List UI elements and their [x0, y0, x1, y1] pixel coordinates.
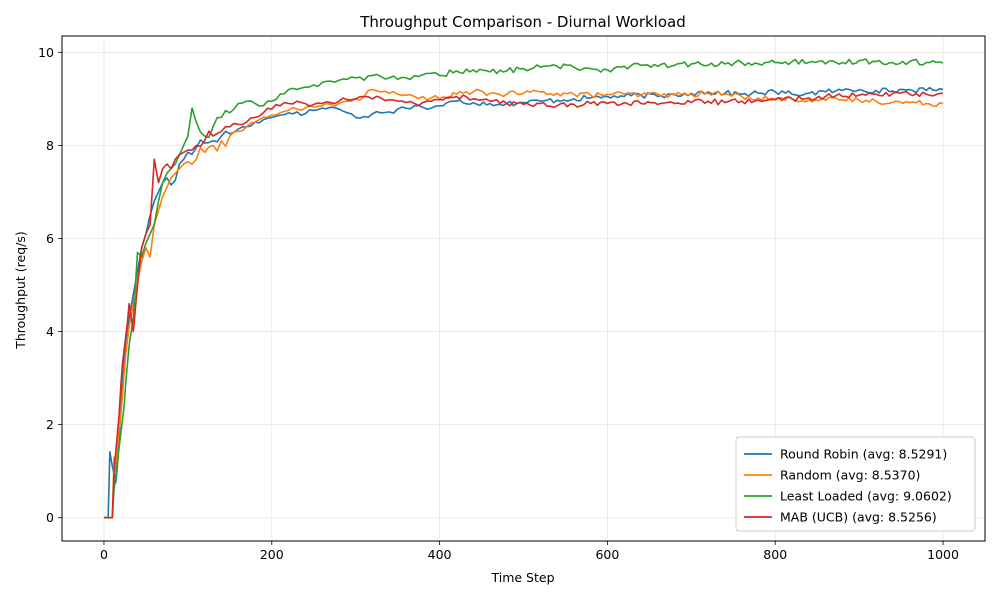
chart-title: Throughput Comparison - Diurnal Workload: [359, 13, 685, 31]
x-tick-label: 1000: [927, 547, 959, 562]
x-tick-label: 800: [763, 547, 787, 562]
y-tick-label: 4: [46, 324, 54, 339]
series-line: [103, 86, 944, 519]
legend-label: Least Loaded (avg: 9.0602): [780, 489, 952, 504]
y-tick-label: 8: [46, 138, 54, 153]
legend-label: Round Robin (avg: 8.5291): [780, 447, 947, 462]
x-tick-label: 600: [595, 547, 619, 562]
y-tick-label: 2: [46, 417, 54, 432]
plot-frame: [61, 35, 986, 542]
y-tick-label: 0: [46, 510, 54, 525]
x-tick-label: 200: [260, 547, 284, 562]
legend-label: Random (avg: 8.5370): [780, 468, 920, 483]
series-lines: [103, 58, 944, 519]
series-line: [103, 88, 944, 519]
series-line: [103, 58, 944, 519]
legend-box: [735, 436, 976, 532]
legend-label: MAB (UCB) (avg: 8.5256): [780, 510, 937, 525]
y-axis-title: Throughput (req/s): [13, 231, 28, 350]
y-tick-label: 10: [38, 45, 54, 60]
x-axis-title: Time Step: [490, 570, 554, 585]
y-tick-label: 6: [46, 231, 54, 246]
x-tick-label: 400: [428, 547, 452, 562]
x-tick-label: 0: [100, 547, 108, 562]
series-line: [103, 90, 944, 519]
axis-ticks: 0 200 400 600 800 1000 0 2 4 6 8 10: [38, 45, 959, 562]
legend: Round Robin (avg: 8.5291) Random (avg: 8.…: [735, 436, 976, 532]
